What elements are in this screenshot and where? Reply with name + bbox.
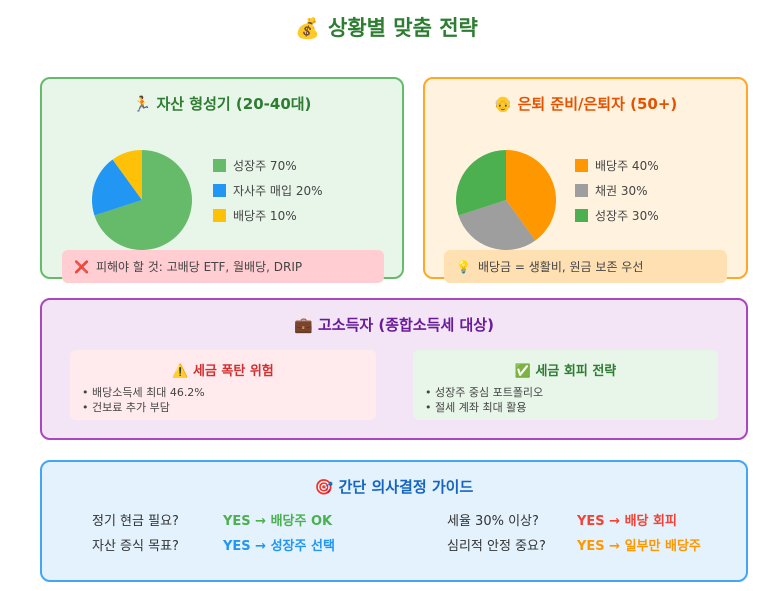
- guide-answer: YES → 배당주 OK: [223, 514, 333, 529]
- high-income-card-title: 💼 고소득자 (종합소득세 대상): [42, 314, 746, 335]
- retire-pie-slice-2: [456, 150, 506, 216]
- retire-legend-label: 채권 30%: [595, 184, 648, 198]
- check-box-icon: ✅: [514, 364, 531, 379]
- retire-pie-chart: [456, 150, 556, 250]
- guide-answer: YES → 일부만 배당주: [577, 539, 701, 554]
- retire-pie-slice-1: [458, 200, 536, 250]
- older-person-icon: 👴: [493, 95, 513, 113]
- guide-question: 자산 증식 목표?: [92, 539, 179, 554]
- briefcase-icon: 💼: [294, 316, 313, 334]
- tax-avoid-box: ✅ 세금 회피 전략 • 성장주 중심 포트폴리오 • 절세 계좌 최대 활용: [413, 350, 718, 420]
- money-bag-icon: 💰: [295, 16, 321, 40]
- retire-card-title: 👴 은퇴 준비/은퇴자 (50+): [425, 93, 746, 114]
- guide-card-title: 🎯 간단 의사결정 가이드: [42, 476, 746, 497]
- guide-card-title-text: 간단 의사결정 가이드: [338, 478, 474, 496]
- guide-question: 세율 30% 이상?: [447, 514, 539, 529]
- retire-legend-label: 성장주 30%: [595, 209, 659, 223]
- young-legend-swatch: [213, 209, 226, 222]
- young-pie-slice-1: [92, 159, 142, 216]
- guide-answer: YES → 배당 회피: [577, 514, 677, 529]
- young-legend-label: 성장주 70%: [233, 159, 297, 173]
- retire-legend-label: 배당주 40%: [595, 159, 659, 173]
- list-item: • 성장주 중심 포트폴리오: [425, 386, 544, 399]
- young-legend-item: 배당주 10%: [213, 203, 323, 228]
- young-avoid-note-text: 피해야 할 것: 고배당 ETF, 월배당, DRIP: [95, 260, 303, 274]
- young-legend-label: 자사주 매입 20%: [233, 184, 323, 198]
- target-icon: 🎯: [314, 478, 334, 496]
- young-card-title: 🏃 자산 형성기 (20-40대): [42, 93, 402, 114]
- lightbulb-icon: 💡: [456, 259, 471, 274]
- young-legend-swatch: [213, 184, 226, 197]
- page-title-text: 상황별 맞춤 전략: [328, 16, 478, 40]
- young-pie-slice-0: [94, 150, 192, 250]
- list-item: • 배당소득세 최대 46.2%: [82, 386, 205, 399]
- tax-risk-title-text: 세금 폭탄 위험: [192, 364, 274, 379]
- young-legend-item: 성장주 70%: [213, 153, 323, 178]
- retire-legend-item: 성장주 30%: [575, 203, 659, 228]
- young-legend: 성장주 70% 자사주 매입 20% 배당주 10%: [213, 153, 323, 228]
- young-card-title-text: 자산 형성기 (20-40대): [156, 95, 312, 113]
- young-pie-chart: [92, 150, 192, 250]
- retire-legend-item: 배당주 40%: [575, 153, 659, 178]
- guide-question: 정기 현금 필요?: [92, 514, 179, 529]
- high-income-card-title-text: 고소득자 (종합소득세 대상): [317, 316, 494, 334]
- retire-legend-swatch: [575, 209, 588, 222]
- high-income-card: 💼 고소득자 (종합소득세 대상) ⚠️ 세금 폭탄 위험 • 배당소득세 최대…: [40, 298, 748, 440]
- retire-legend-swatch: [575, 184, 588, 197]
- young-pie-slice-2: [112, 150, 142, 200]
- retire-dividend-note-text: 배당금 = 생활비, 원금 보존 우선: [477, 260, 644, 274]
- retire-legend: 배당주 40% 채권 30% 성장주 30%: [575, 153, 659, 228]
- young-legend-label: 배당주 10%: [233, 209, 297, 223]
- decision-guide-card: 🎯 간단 의사결정 가이드 정기 현금 필요? YES → 배당주 OK 자산 …: [40, 460, 748, 582]
- retire-pie-slice-0: [506, 150, 556, 241]
- runner-icon: 🏃: [132, 95, 152, 113]
- cross-mark-icon: ❌: [74, 259, 89, 274]
- tax-risk-box: ⚠️ 세금 폭탄 위험 • 배당소득세 최대 46.2% • 건보료 추가 부담: [70, 350, 376, 420]
- retire-dividend-note: 💡 배당금 = 생활비, 원금 보존 우선: [444, 250, 727, 283]
- retire-card-title-text: 은퇴 준비/은퇴자 (50+): [517, 95, 678, 113]
- retire-legend-item: 채권 30%: [575, 178, 659, 203]
- tax-risk-title: ⚠️ 세금 폭탄 위험: [82, 360, 364, 379]
- young-avoid-note: ❌ 피해야 할 것: 고배당 ETF, 월배당, DRIP: [62, 250, 384, 283]
- tax-avoid-title-text: 세금 회피 전략: [535, 364, 617, 379]
- guide-question: 심리적 안정 중요?: [447, 539, 546, 554]
- guide-answer: YES → 성장주 선택: [223, 539, 335, 554]
- young-legend-item: 자사주 매입 20%: [213, 178, 323, 203]
- page-title: 💰 상황별 맞춤 전략: [0, 12, 773, 42]
- retire-legend-swatch: [575, 159, 588, 172]
- list-item: • 절세 계좌 최대 활용: [425, 401, 527, 414]
- warning-icon: ⚠️: [172, 364, 189, 379]
- tax-avoid-title: ✅ 세금 회피 전략: [425, 360, 706, 379]
- list-item: • 건보료 추가 부담: [82, 401, 170, 414]
- young-legend-swatch: [213, 159, 226, 172]
- young-investor-card: 🏃 자산 형성기 (20-40대) 성장주 70% 자사주 매입 20% 배당주 1…: [40, 77, 404, 283]
- retiree-card: 👴 은퇴 준비/은퇴자 (50+) 배당주 40% 채권 30% 성장주 30% 💡…: [423, 77, 748, 283]
